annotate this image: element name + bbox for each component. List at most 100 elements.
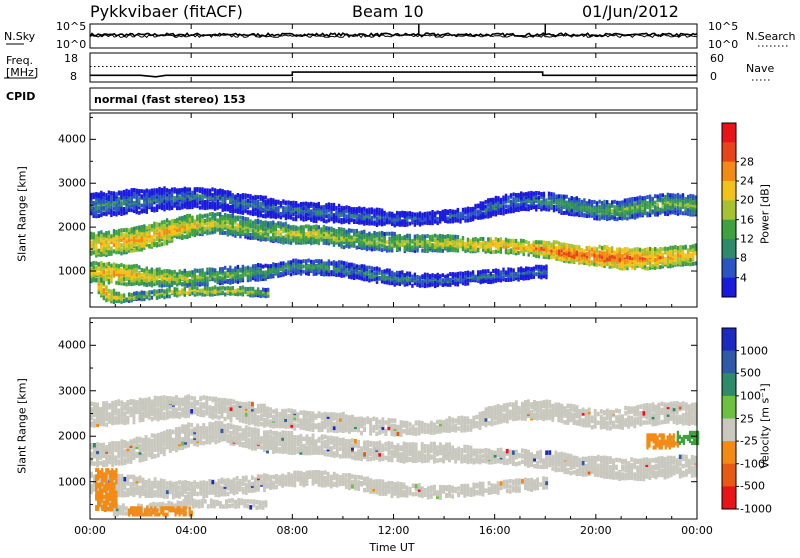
- power-cell: [275, 238, 277, 242]
- power-cell: [120, 243, 122, 247]
- power-cell: [335, 229, 337, 233]
- power-cell: [224, 271, 226, 275]
- power-cell: [558, 249, 560, 253]
- power-cell: [239, 220, 241, 224]
- power-cell: [186, 188, 188, 192]
- power-cell: [244, 266, 246, 270]
- power-cell: [249, 267, 251, 271]
- power-cell: [591, 247, 593, 251]
- power-cell: [275, 223, 277, 227]
- power-cell: [563, 211, 565, 215]
- power-cell: [136, 246, 138, 250]
- power-cell: [237, 193, 239, 197]
- power-cell: [244, 199, 246, 203]
- power-cell: [260, 264, 262, 268]
- power-cell: [209, 287, 211, 291]
- power-cell: [206, 268, 208, 272]
- power-cell: [477, 204, 479, 208]
- power-cell: [353, 229, 355, 233]
- power-cell: [614, 264, 616, 268]
- power-cell: [424, 235, 426, 239]
- power-cell: [219, 202, 221, 206]
- power-cell: [399, 278, 401, 282]
- power-cell: [606, 245, 608, 249]
- power-cell: [378, 267, 380, 271]
- power-cell: [325, 203, 327, 207]
- power-cell: [495, 196, 497, 200]
- power-cell: [120, 228, 122, 232]
- power-cell: [168, 200, 170, 204]
- power-cell: [98, 231, 100, 235]
- power-cell: [219, 267, 221, 271]
- power-cell: [348, 206, 350, 210]
- power-cell: [358, 206, 360, 210]
- power-cell: [639, 248, 641, 252]
- power-cell: [345, 205, 347, 209]
- power-cell: [265, 196, 267, 200]
- power-cell: [351, 229, 353, 233]
- power-cell: [358, 231, 360, 235]
- power-cell: [156, 222, 158, 226]
- power-cell: [280, 212, 282, 216]
- power-cell: [649, 251, 651, 255]
- power-cell: [510, 239, 512, 243]
- power-cell: [366, 208, 368, 212]
- power-cell: [343, 218, 345, 222]
- power-cell: [158, 223, 160, 227]
- power-cell: [371, 266, 373, 270]
- power-cell: [108, 242, 110, 246]
- power-cell: [108, 231, 110, 235]
- power-cell: [487, 269, 489, 273]
- power-cell: [234, 208, 236, 212]
- power-cell: [211, 187, 213, 191]
- power-cell: [345, 214, 347, 218]
- power-cell: [467, 238, 469, 242]
- power-cell: [128, 190, 130, 194]
- power-cell: [199, 269, 201, 273]
- power-cell: [563, 243, 565, 247]
- power-cell: [224, 190, 226, 194]
- power-cell: [507, 196, 509, 200]
- power-cell: [310, 226, 312, 230]
- power-cell: [265, 270, 267, 274]
- power-cell: [174, 196, 176, 200]
- power-cell: [396, 271, 398, 275]
- power-cell: [416, 275, 418, 279]
- power-cell: [560, 194, 562, 198]
- power-cell: [93, 265, 95, 269]
- power-cell: [386, 212, 388, 216]
- power-cell: [136, 206, 138, 210]
- power-cell: [404, 235, 406, 239]
- power-cell: [138, 226, 140, 230]
- power-cell: [571, 196, 573, 200]
- power-cell: [285, 234, 287, 238]
- power-cell: [512, 206, 514, 210]
- power-cell: [646, 247, 648, 251]
- power-cell: [378, 276, 380, 280]
- power-cell: [174, 287, 176, 291]
- power-cell: [110, 247, 112, 251]
- power-cell: [525, 246, 527, 250]
- power-cell: [318, 225, 320, 229]
- power-cell: [199, 187, 201, 191]
- power-cell: [194, 219, 196, 223]
- power-cell: [515, 272, 517, 276]
- power-cell: [356, 264, 358, 268]
- power-cell: [500, 270, 502, 274]
- power-cell: [156, 204, 158, 208]
- power-cell: [108, 266, 110, 270]
- power-cell: [667, 251, 669, 255]
- power-cell: [267, 233, 269, 237]
- power-cell: [136, 226, 138, 230]
- power-cell: [376, 241, 378, 245]
- power-cell: [189, 214, 191, 218]
- power-cell: [305, 259, 307, 263]
- power-cell: [297, 203, 299, 207]
- power-cell: [277, 221, 279, 225]
- power-cell: [249, 204, 251, 208]
- power-cell: [399, 271, 401, 275]
- power-cell: [257, 195, 259, 199]
- power-cell: [517, 267, 519, 271]
- power-cell: [414, 216, 416, 220]
- power-cell: [333, 213, 335, 217]
